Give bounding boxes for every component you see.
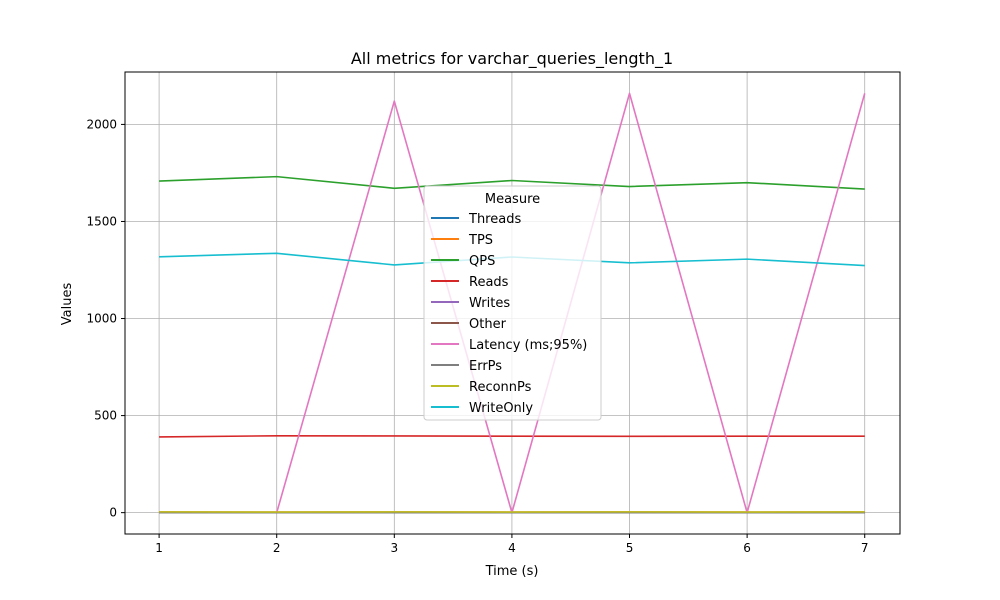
legend-item-label: Writes bbox=[469, 296, 510, 311]
y-axis-label: Values bbox=[60, 283, 75, 326]
y-tick-label: 1000 bbox=[86, 312, 117, 326]
x-tick-label: 1 bbox=[155, 541, 163, 555]
x-tick-label: 3 bbox=[390, 541, 398, 555]
legend-item-label: ErrPs bbox=[469, 359, 502, 374]
legend-item-label: Other bbox=[469, 317, 507, 332]
x-tick-label: 4 bbox=[508, 541, 516, 555]
legend-item-label: TPS bbox=[468, 233, 493, 248]
x-tick-label: 2 bbox=[273, 541, 281, 555]
x-axis-label: Time (s) bbox=[485, 564, 539, 579]
axis-ticks: 1 2 3 4 5 6 7 0 500 1000 1500 2000 bbox=[86, 117, 868, 555]
legend-item-label: Threads bbox=[468, 212, 521, 227]
legend: Measure Threads TPS QPS Reads Writes Other Late… bbox=[423, 185, 602, 421]
y-tick-label: 0 bbox=[109, 506, 117, 520]
x-tick-label: 6 bbox=[743, 541, 751, 555]
plot-area-frame bbox=[124, 71, 901, 535]
chart-title: All metrics for varchar_queries_length_1 bbox=[351, 49, 673, 69]
legend-title: Measure bbox=[485, 192, 540, 207]
series-line bbox=[159, 175, 865, 190]
legend-item-label: WriteOnly bbox=[469, 401, 533, 416]
x-tick-label: 7 bbox=[861, 541, 869, 555]
y-tick-label: 500 bbox=[94, 409, 117, 423]
legend-box bbox=[423, 185, 602, 421]
series-lines bbox=[159, 92, 866, 514]
legend-item-label: Reads bbox=[469, 275, 509, 290]
legend-item-label: ReconnPs bbox=[469, 380, 532, 395]
legend-item-label: Latency (ms;95%) bbox=[469, 338, 587, 353]
y-tick-label: 2000 bbox=[86, 117, 117, 131]
series-line bbox=[159, 434, 865, 438]
x-tick-label: 5 bbox=[626, 541, 634, 555]
legend-item-label: QPS bbox=[469, 254, 495, 269]
y-tick-label: 1500 bbox=[86, 214, 117, 228]
